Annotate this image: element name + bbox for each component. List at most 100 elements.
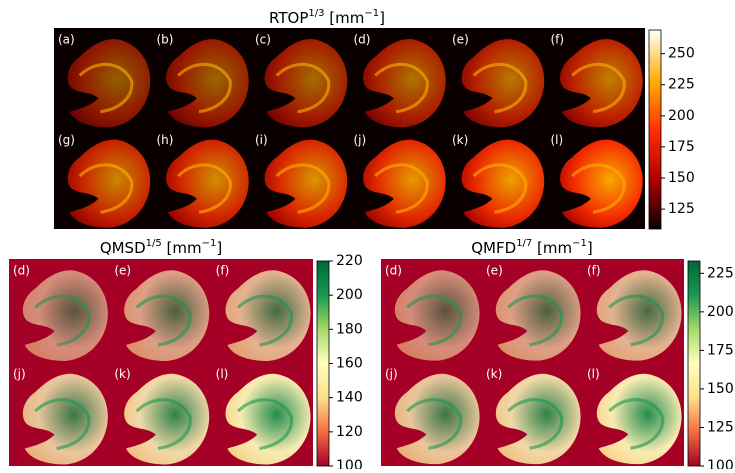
brain-structure [571, 62, 626, 114]
brain-shape [166, 139, 249, 228]
colorbar-tick-label: 125 [707, 419, 734, 435]
brain-slice [495, 373, 581, 465]
colorbar [316, 260, 330, 467]
panel-label: (e) [114, 264, 131, 278]
brain-slice [560, 39, 643, 128]
title-part: ] [379, 9, 385, 27]
panel-label: (e) [486, 264, 503, 278]
panel-label: (k) [452, 133, 468, 147]
brain-shape [166, 39, 249, 128]
colorbar-tick-label: 175 [668, 139, 695, 155]
brain-shape [495, 373, 581, 465]
colorbar-tick-label: 250 [668, 46, 695, 62]
brain-shape [67, 139, 151, 228]
panel-label: (h) [157, 133, 174, 147]
title-part: −1 [572, 238, 587, 249]
title-part: RTOP [269, 9, 308, 27]
colorbar [687, 260, 701, 467]
brain-structure [78, 163, 134, 214]
brain-structure [608, 294, 665, 347]
panel-title: RTOP1/3 [mm−1] [269, 8, 385, 27]
colorbar-tick-label: 140 [336, 390, 363, 406]
brain-shape [363, 39, 446, 128]
brain-shape [225, 373, 311, 465]
brain-structure [406, 398, 463, 450]
brain-structure [374, 62, 429, 114]
brain-shape [264, 39, 348, 128]
colorbar-tick-label: 180 [336, 321, 363, 337]
panel-title: QMSD1/5 [mm−1] [100, 238, 222, 257]
colorbar-tick-label: 175 [707, 342, 734, 358]
brain-structure [571, 163, 626, 214]
brain-structure [275, 163, 331, 214]
brain-structure [507, 398, 564, 450]
brain-slice [264, 39, 348, 128]
panel-label: (j) [354, 133, 367, 147]
brain-slice [67, 139, 151, 228]
title-part: [mm [532, 239, 572, 257]
brain-slice [124, 373, 210, 465]
brain-structure [135, 294, 192, 347]
colorbar-tick-label: 120 [336, 424, 363, 440]
brain-slice [560, 139, 643, 228]
brain-structure [177, 62, 232, 114]
title-part: [mm [325, 9, 365, 27]
figure-panel: QMFD1/7 [mm−1] (d) (e) (f) (j) (k) (l) 100 125 15… [381, 238, 734, 473]
brain-shape [264, 139, 348, 228]
brain-slice [225, 373, 311, 465]
colorbar-tick-label: 150 [707, 381, 734, 397]
figure-panel: RTOP1/3 [mm−1] (a) (b) (c) (d) (e) (f) (g) (h) (i… [54, 8, 695, 230]
title-part: ] [216, 239, 222, 257]
colorbar-tick-label: 150 [668, 170, 695, 186]
brain-slice [394, 373, 480, 465]
brain-shape [394, 373, 480, 465]
panel-label: (b) [157, 33, 174, 47]
panel-label: (d) [385, 264, 402, 278]
colorbar-tick-label: 160 [336, 356, 363, 372]
brain-slice [461, 139, 545, 228]
brain-structure [472, 163, 528, 214]
brain-shape [560, 139, 643, 228]
brain-structure [34, 398, 91, 451]
brain-shape [596, 373, 682, 465]
brain-slice [461, 39, 545, 128]
colorbar-tick-label: 225 [707, 265, 734, 281]
panel-label: (f) [216, 264, 230, 278]
brain-slice [67, 39, 151, 128]
title-part: [mm [162, 239, 202, 257]
brain-shape [22, 270, 108, 361]
brain-shape [461, 139, 545, 228]
colorbar-tick-label: 225 [668, 77, 695, 93]
panel-label: (i) [255, 133, 268, 147]
brain-structure [472, 62, 528, 114]
brain-structure [34, 294, 91, 347]
colorbar-tick-label: 220 [336, 253, 363, 269]
brain-slice [363, 139, 446, 228]
panel-label: (k) [114, 367, 130, 381]
title-part: 1/5 [146, 238, 162, 249]
colorbar-tick-label: 100 [336, 458, 363, 469]
brain-shape [596, 270, 682, 361]
brain-shape [363, 139, 446, 228]
title-part: QMFD [471, 239, 516, 257]
panel-label: (f) [551, 33, 565, 47]
brain-structure [236, 294, 294, 347]
colorbar-tick-label: 100 [707, 458, 734, 469]
brain-slice [166, 39, 249, 128]
brain-slice [225, 270, 311, 361]
brain-structure [406, 294, 463, 347]
brain-structure [374, 163, 429, 214]
brain-slice [394, 270, 480, 361]
brain-slice [596, 373, 682, 465]
panel-label: (l) [216, 367, 229, 381]
panel-label: (l) [551, 133, 564, 147]
brain-shape [225, 270, 311, 361]
brain-slice [264, 139, 348, 228]
title-part: 1/3 [308, 8, 324, 19]
panel-label: (d) [13, 264, 30, 278]
brain-slice [22, 270, 108, 361]
brain-shape [124, 373, 210, 465]
title-part: QMSD [100, 239, 146, 257]
brain-structure [135, 398, 192, 451]
title-part: −1 [202, 238, 217, 249]
